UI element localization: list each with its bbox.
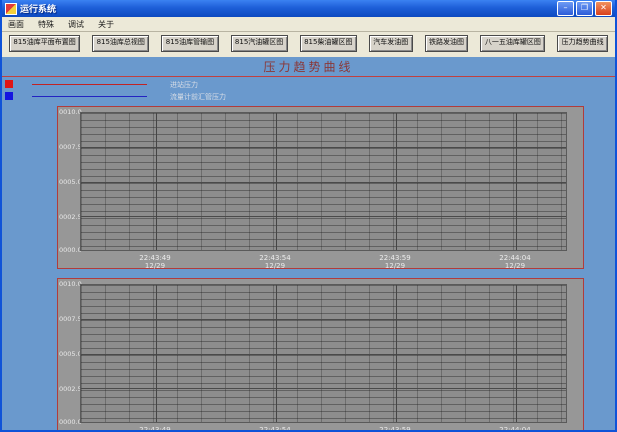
grid-major-vline [516,113,517,250]
nav-button-depot-pipeline[interactable]: 815油库管输图 [161,34,219,52]
legend-item-inlet-pressure: 进站压力 [2,78,615,90]
y-axis-tick: 0010.0 [59,108,82,116]
grid-major-vline [516,285,517,422]
nav-button-pressure-trend[interactable]: 压力趋势曲线 [557,34,609,52]
grid-major-vline [156,113,157,250]
blue-swatch-icon [5,92,13,100]
page-title: 压力趋势曲线 [263,60,354,74]
nav-button-rail-loading[interactable]: 铁路发油图 [424,34,469,52]
trend-chart-upper: 0010.0 0007.5 0005.0 0002.5 0000.0 22:43… [57,106,584,270]
app-icon [5,2,17,15]
nav-button-gasoline-tanks[interactable]: 815汽油罐区图 [230,34,288,52]
nav-button-depot-overview[interactable]: 815油库总视图 [92,34,150,52]
menu-item-special[interactable]: 特殊 [38,19,54,29]
trend-chart-lower: 0010.0 0007.5 0005.0 0002.5 0000.0 22:43… [57,278,584,432]
blue-series-line [32,96,147,97]
trend-plot-grid [80,112,567,251]
grid-major-vline [396,285,397,422]
y-axis-tick: 0002.5 [59,385,82,393]
y-axis-tick: 0005.0 [59,178,82,186]
grid-major-hline [81,387,566,389]
grid-major-hline [81,147,566,149]
y-axis-tick: 0007.5 [59,143,82,151]
title-separator [2,76,615,77]
nav-button-815-tank-area[interactable]: 八一五油库罐区图 [480,34,546,52]
grid-major-vline [276,113,277,250]
legend-item-manifold-pressure: 流量计前汇管压力 [2,90,615,102]
screen-nav-toolbar: 815油库平面布置图 815油库总视图 815油库管输图 815汽油罐区图 81… [2,32,615,57]
y-axis-tick: 0005.0 [59,350,82,358]
red-series-line [32,84,147,85]
red-swatch-icon [5,80,13,88]
nav-button-truck-loading[interactable]: 汽车发油图 [368,34,413,52]
legend-label: 流量计前汇管压力 [170,93,226,101]
trend-legend: 进站压力 流量计前汇管压力 [2,78,615,102]
nav-button-diesel-tanks[interactable]: 815柴油罐区图 [299,34,357,52]
y-axis-tick: 0000.0 [59,418,82,426]
menu-item-about[interactable]: 关于 [98,19,114,29]
grid-major-hline [81,319,566,321]
legend-label: 进站压力 [170,81,198,89]
grid-major-vline [396,113,397,250]
client-area: 压力趋势曲线 进站压力 流量计前汇管压力 0010.0 0007.5 0005.… [2,57,615,432]
minimize-button[interactable]: – [557,1,574,16]
menu-bar: 画面 特殊 调试 关于 [2,17,615,32]
y-axis-tick: 0000.0 [59,246,82,254]
grid-major-hline [81,353,566,355]
nav-button-depot-layout[interactable]: 815油库平面布置图 [9,34,81,52]
trend-plot-grid [80,284,567,423]
y-axis-tick: 0010.0 [59,280,82,288]
menu-item-screens[interactable]: 画面 [8,19,24,29]
y-axis-tick: 0007.5 [59,315,82,323]
grid-major-vline [276,285,277,422]
menu-item-debug[interactable]: 调试 [68,19,84,29]
title-bar: 运行系统 – ❐ ✕ [2,0,615,17]
grid-major-vline [156,285,157,422]
close-button[interactable]: ✕ [595,1,612,16]
maximize-button[interactable]: ❐ [576,1,593,16]
y-axis-tick: 0002.5 [59,213,82,221]
window-title: 运行系统 [20,5,57,15]
grid-major-hline [81,215,566,217]
grid-major-hline [81,181,566,183]
